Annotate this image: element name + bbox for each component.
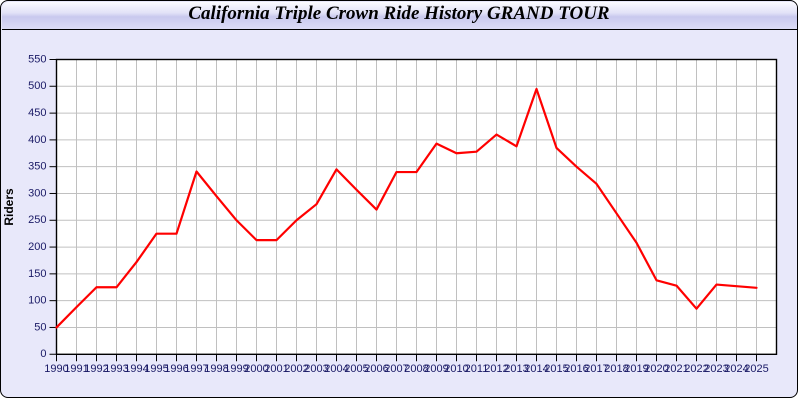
svg-text:500: 500 [28, 80, 46, 92]
svg-text:300: 300 [28, 187, 46, 199]
svg-text:450: 450 [28, 107, 46, 119]
svg-text:Riders: Riders [2, 188, 16, 226]
svg-text:200: 200 [28, 241, 46, 253]
svg-text:100: 100 [28, 295, 46, 307]
svg-text:150: 150 [28, 268, 46, 280]
svg-text:50: 50 [34, 321, 46, 333]
svg-text:350: 350 [28, 161, 46, 173]
svg-text:250: 250 [28, 214, 46, 226]
svg-text:0: 0 [40, 348, 46, 360]
svg-text:550: 550 [28, 53, 46, 65]
svg-text:2025: 2025 [744, 363, 768, 375]
svg-text:400: 400 [28, 134, 46, 146]
